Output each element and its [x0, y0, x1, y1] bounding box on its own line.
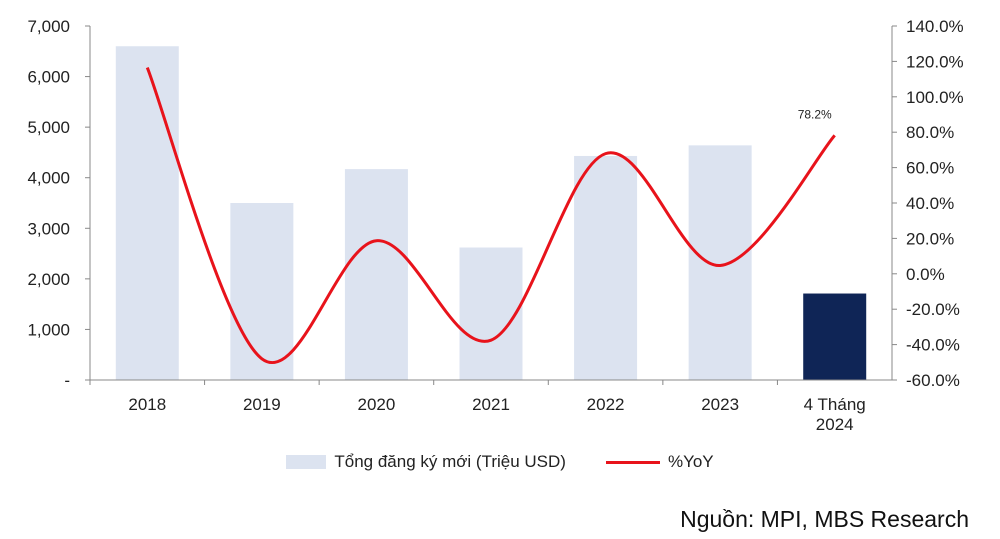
left-tick-label: 5,000 [27, 118, 70, 137]
bar-2020 [344, 169, 408, 380]
right-tick-label: -40.0% [906, 336, 960, 355]
x-tick-label: 2024 [816, 415, 854, 434]
chart-area: - 1,000 2,000 3,000 4,000 5,000 6,000 7,000 -60.… [27, 17, 964, 434]
source-note: Nguồn: MPI, MBS Research [680, 506, 969, 532]
x-tick-label: 2021 [472, 395, 510, 414]
bar-2018 [115, 46, 179, 380]
x-tick-label: 2020 [358, 395, 396, 414]
yoy-line [145, 67, 836, 364]
right-tick-label: -60.0% [906, 371, 960, 390]
left-tick-label: 7,000 [27, 17, 70, 36]
left-tick-label: - [64, 371, 70, 390]
right-tick-label: 20.0% [906, 229, 954, 248]
x-tick-label: 2018 [128, 395, 166, 414]
x-tick-label: 4 Tháng [804, 395, 866, 414]
right-tick-label: 60.0% [906, 159, 954, 178]
legend-bar-swatch [286, 455, 327, 469]
right-tick-label: 100.0% [906, 88, 964, 107]
left-tick-label: 3,000 [27, 219, 70, 238]
legend-line-label: %YoY [667, 452, 714, 471]
right-tick-label: 0.0% [906, 265, 945, 284]
x-tick-label: 2019 [243, 395, 281, 414]
yoy-annotation-label: 78.2% [798, 107, 832, 121]
x-tick-label: 2023 [701, 395, 739, 414]
right-tick-label: -20.0% [906, 300, 960, 319]
left-tick-label: 1,000 [27, 320, 70, 339]
left-tick-label: 6,000 [27, 68, 70, 87]
bar-2019 [230, 203, 294, 380]
bar-2022 [574, 155, 638, 380]
legend-item-bar: Tổng đăng ký mới (Triệu USD) [286, 452, 566, 472]
legend-bar-label: Tổng đăng ký mới (Triệu USD) [334, 452, 566, 471]
left-tick-label: 4,000 [27, 169, 70, 188]
bar-2023 [688, 145, 752, 380]
left-tick-label: 2,000 [27, 270, 70, 289]
legend-item-line: %YoY [605, 452, 714, 472]
right-tick-label: 140.0% [906, 17, 964, 36]
right-tick-label: 120.0% [906, 52, 964, 71]
bar-2021 [459, 247, 523, 380]
legend-line-swatch [605, 460, 660, 464]
right-tick-label: 40.0% [906, 194, 954, 213]
bar-4-tháng-2024 [803, 293, 867, 380]
legend: Tổng đăng ký mới (Triệu USD) %YoY [0, 452, 1000, 472]
x-tick-label: 2022 [587, 395, 625, 414]
right-tick-label: 80.0% [906, 123, 954, 142]
